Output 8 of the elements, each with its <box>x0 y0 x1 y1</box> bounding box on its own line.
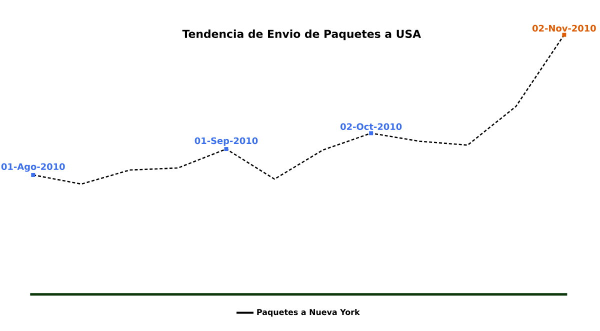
point <box>562 32 566 37</box>
annotation: 01-Sep-2010 <box>194 137 258 146</box>
annotation: 02-Nov-2010 <box>532 24 596 32</box>
point <box>369 131 374 136</box>
point <box>31 172 36 177</box>
annotation: 01-Ago-2010 <box>1 163 65 172</box>
annotation: 02-Oct-2010 <box>340 123 402 130</box>
chart-title: Tendencia de Envio de Paquetes a USA <box>182 29 421 40</box>
